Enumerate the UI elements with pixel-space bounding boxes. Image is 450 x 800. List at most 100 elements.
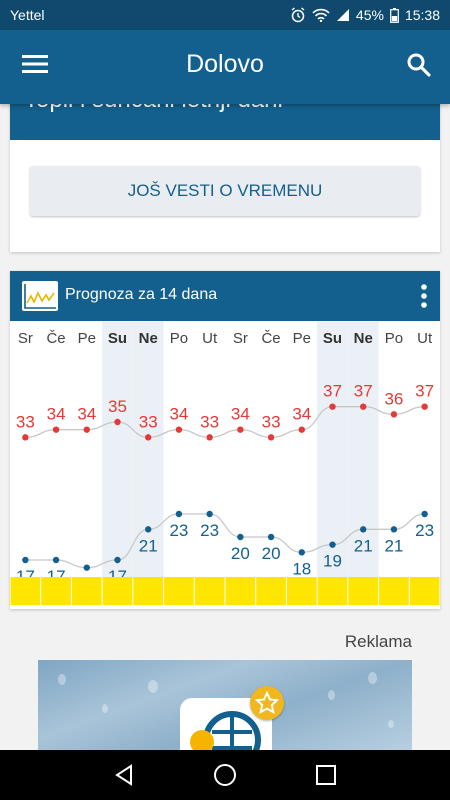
chart-line-icon xyxy=(22,281,58,311)
battery-icon xyxy=(390,7,399,23)
low-temp-line xyxy=(25,513,425,569)
menu-icon[interactable] xyxy=(22,54,48,74)
high-temp-point xyxy=(390,411,398,418)
search-icon[interactable] xyxy=(406,52,432,78)
day-label: Su xyxy=(108,330,127,347)
weekend-column xyxy=(347,321,379,577)
high-temp-point xyxy=(329,403,336,410)
low-temp-label: 21 xyxy=(354,536,373,555)
day-label: Ut xyxy=(417,330,433,347)
day-label: Pe xyxy=(78,330,96,347)
day-label: Sr xyxy=(233,330,248,347)
forecast-card: Prognoza za 14 dana Sr Če Pe Su Ne Po Ut Sr Če Pe… xyxy=(10,271,440,609)
high-temp-label: 33 xyxy=(139,412,158,431)
high-temp-label: 34 xyxy=(47,405,66,424)
forecast-title: Prognoza za 14 dana xyxy=(65,286,218,303)
system-nav-bar xyxy=(0,750,450,800)
high-temp-point xyxy=(52,426,60,433)
low-temp-label: 20 xyxy=(231,544,250,563)
carrier-name: Yettel xyxy=(10,7,45,23)
forecast-header[interactable]: Prognoza za 14 dana xyxy=(10,271,440,321)
sunshine-cell xyxy=(256,577,286,605)
status-bar: Yettel 45% 15:38 xyxy=(0,0,450,30)
high-temp-point xyxy=(83,426,90,433)
low-temp-point xyxy=(360,526,367,533)
low-temp-label: 23 xyxy=(200,521,219,540)
day-label: Pe xyxy=(293,330,311,347)
high-temp-label: 34 xyxy=(231,405,250,424)
recents-icon[interactable] xyxy=(313,762,339,788)
back-icon[interactable] xyxy=(111,762,137,788)
day-label: Su xyxy=(323,330,342,347)
low-temp-label: 21 xyxy=(384,536,403,555)
high-temp-label: 33 xyxy=(200,412,219,431)
location-title: Dolovo xyxy=(186,50,264,78)
high-temp-label: 37 xyxy=(415,382,434,401)
alarm-icon xyxy=(290,7,306,23)
high-temp-label: 37 xyxy=(354,382,373,401)
day-label: Če xyxy=(46,330,65,347)
low-temp-point xyxy=(83,564,90,571)
sunshine-cell xyxy=(194,577,225,605)
forecast-chart[interactable]: Sr Če Pe Su Ne Po Ut Sr Če Pe Su Ne Po Ut 33 34 34 35 33 34… xyxy=(10,321,440,609)
overflow-menu-icon[interactable] xyxy=(420,283,428,309)
high-temp-label: 33 xyxy=(16,412,35,431)
high-temp-point xyxy=(145,434,152,441)
low-temp-point xyxy=(52,556,60,564)
sunshine-cell xyxy=(102,577,133,605)
sunshine-cell xyxy=(348,577,379,605)
low-temp-point xyxy=(421,510,428,518)
high-temp-line xyxy=(25,406,425,438)
high-temp-label: 33 xyxy=(262,412,281,431)
sunshine-cell xyxy=(41,577,71,605)
ad-banner[interactable] xyxy=(38,660,412,750)
high-temp-label: 35 xyxy=(108,397,127,416)
day-label: Sr xyxy=(18,330,33,347)
high-temp-point xyxy=(114,418,121,426)
high-temp-point xyxy=(360,403,367,410)
low-temp-label: 18 xyxy=(292,559,311,578)
star-icon xyxy=(250,686,284,720)
low-temp-point xyxy=(237,533,244,541)
high-temp-point xyxy=(22,434,29,441)
high-temp-label: 34 xyxy=(292,405,311,424)
battery-percent: 45% xyxy=(355,7,384,23)
more-weather-news-button[interactable]: JOŠ VESTI O VREMENU xyxy=(30,166,420,216)
high-temp-point xyxy=(237,426,244,433)
sunshine-cell xyxy=(164,577,194,605)
low-temp-label: 19 xyxy=(323,552,342,571)
low-temp-label: 21 xyxy=(139,536,158,555)
home-icon[interactable] xyxy=(212,762,238,788)
day-label: Ut xyxy=(202,330,218,347)
day-label: Ne xyxy=(139,330,158,347)
day-label: Po xyxy=(170,330,188,347)
sunshine-cell xyxy=(409,577,440,605)
high-temp-label: 37 xyxy=(323,382,342,401)
high-temp-point xyxy=(206,434,213,441)
ad-label: Reklama xyxy=(344,632,412,651)
sunshine-cell xyxy=(225,577,256,605)
day-label: Po xyxy=(385,330,403,347)
low-temp-label: 20 xyxy=(262,544,281,563)
sunshine-cell xyxy=(286,577,317,605)
app-logo-icon xyxy=(180,698,272,750)
sunshine-cell xyxy=(133,577,164,605)
low-temp-point xyxy=(298,549,305,556)
low-temp-point xyxy=(145,526,152,533)
weekend-column xyxy=(102,321,133,577)
low-temp-label: 23 xyxy=(169,521,188,540)
high-temp-point xyxy=(298,426,305,433)
weekend-column xyxy=(132,321,164,577)
low-temp-label: 23 xyxy=(415,521,434,540)
status-icons: 45% 15:38 xyxy=(290,7,440,23)
day-label: Ne xyxy=(354,330,373,347)
high-temp-label: 34 xyxy=(77,405,96,424)
sunshine-cell xyxy=(71,577,102,605)
day-label: Če xyxy=(261,330,280,347)
high-temp-point xyxy=(175,426,183,433)
low-temp-point xyxy=(114,556,121,564)
sunshine-cell xyxy=(317,577,348,605)
high-temp-label: 34 xyxy=(169,405,188,424)
news-card: Topli i sunčani letnji dani JOŠ VESTI O … xyxy=(10,80,440,252)
signal-icon xyxy=(336,8,350,22)
